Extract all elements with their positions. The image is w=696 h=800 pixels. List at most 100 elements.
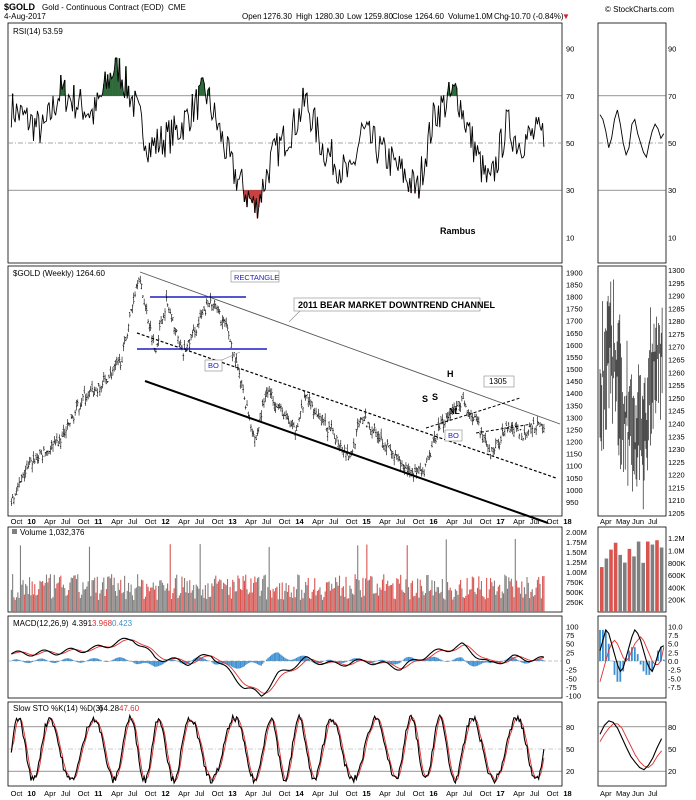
volume-bar <box>191 590 193 612</box>
macd-hist-bar <box>66 658 68 661</box>
volume-bar <box>469 589 471 612</box>
volume-bar <box>207 583 209 612</box>
macd-hist-bar <box>28 661 31 664</box>
left-shoulder-2-label: S <box>432 392 438 402</box>
volume-bar <box>460 580 462 612</box>
price-tick: 1650 <box>566 329 583 338</box>
volume-bar <box>505 576 507 612</box>
macd-hist-bar <box>514 658 516 661</box>
macd-hist-bar <box>484 661 486 663</box>
x-tick: Jul <box>530 517 540 526</box>
volume-inset-tick: 600K <box>668 571 686 580</box>
macd-hist-bar <box>204 659 206 661</box>
volume-bar <box>269 590 272 612</box>
macd-hist-bar <box>315 661 317 664</box>
close-label: Close <box>392 12 413 21</box>
x-tick: Jul <box>329 517 339 526</box>
macd-inset-hist <box>628 650 630 661</box>
volume-bar <box>86 586 88 612</box>
x-tick: Apr <box>111 789 123 798</box>
price-inset-tick: 1300 <box>668 266 685 275</box>
volume-bar <box>348 598 350 612</box>
macd-hist-bar <box>319 661 321 664</box>
volume-bar <box>380 589 382 612</box>
macd-hist-bar <box>488 661 490 663</box>
x-tick: Jul <box>329 789 339 798</box>
volume-bar <box>30 595 32 612</box>
volume-bar <box>323 597 325 612</box>
rectangle-callout: RECTANGLE <box>230 270 280 283</box>
bo-label-1: BO <box>208 361 219 370</box>
volume-bar <box>250 578 252 612</box>
volume-bar <box>252 582 255 612</box>
price-tick: 1500 <box>566 365 583 374</box>
macd-hist-bar <box>134 661 136 664</box>
x-tick: Jul <box>463 789 473 798</box>
macd-hist-bar <box>282 656 285 661</box>
macd-hist-bar <box>260 661 262 666</box>
head-label: H <box>447 369 454 379</box>
macd-hist-bar <box>246 661 248 664</box>
volume-bar <box>17 592 19 612</box>
macd-hist-bar <box>142 661 144 664</box>
volume-bar <box>243 580 245 612</box>
macd-hist-bar <box>30 661 32 663</box>
volume-bar <box>204 585 206 612</box>
macd-hist-bar <box>49 661 52 663</box>
macd-inset-hist <box>662 659 665 661</box>
volume-bar <box>125 599 127 612</box>
volume-bar <box>225 585 227 612</box>
volume-bar <box>88 546 91 612</box>
macd-hist-bar <box>519 661 522 662</box>
open-value: 1276.30 <box>263 12 292 21</box>
macd-hist-bar <box>372 661 374 663</box>
volume-bar <box>133 599 135 612</box>
macd-hist-bar <box>239 661 242 669</box>
x-tick: Oct <box>11 517 24 526</box>
volume-bar <box>514 538 516 612</box>
macd-hist-bar <box>521 661 523 663</box>
volume-bar <box>230 598 232 612</box>
volume-bar <box>346 598 348 612</box>
volume-bar <box>56 583 58 612</box>
volume-bar <box>71 578 74 612</box>
macd-hist-bar <box>342 661 345 663</box>
volume-bar <box>432 595 434 612</box>
macd-hist-bar <box>500 661 502 663</box>
volume-bar <box>428 591 430 612</box>
volume-bar <box>79 597 81 612</box>
volume-bar <box>488 589 490 612</box>
macd-hist-bar <box>254 661 256 663</box>
volume-bar <box>366 544 368 612</box>
volume-bar <box>452 599 454 612</box>
volume-bar <box>368 579 370 612</box>
x-tick: Jul <box>530 789 540 798</box>
volume-inset-bar <box>600 567 604 612</box>
macd-hist-bar <box>446 661 449 662</box>
volume-bar <box>262 578 264 612</box>
volume-inset-bar <box>636 541 641 612</box>
volume-bar <box>473 577 475 612</box>
sto-d-line <box>10 715 545 782</box>
volume-bar <box>141 579 143 612</box>
volume-bar <box>183 578 186 612</box>
macd-hist-bar <box>350 659 352 661</box>
x-tick: 11 <box>94 517 102 526</box>
volume-bar <box>157 585 160 612</box>
volume-bar <box>325 582 328 612</box>
volume-bar <box>233 581 235 612</box>
volume-bar <box>254 576 256 612</box>
volume-bar <box>103 577 105 612</box>
volume-bar <box>198 588 200 612</box>
volume-bar <box>134 588 136 612</box>
volume-tick: 750K <box>566 578 584 587</box>
volume-tick: 500K <box>566 588 584 597</box>
volume-bar <box>94 577 96 612</box>
low-label: Low <box>347 12 362 21</box>
volume-bar <box>529 598 531 612</box>
x-tick: Jul <box>396 789 406 798</box>
volume-bar <box>130 584 132 612</box>
macd-hist-bar <box>370 661 372 664</box>
change-label: Chg <box>494 12 509 21</box>
